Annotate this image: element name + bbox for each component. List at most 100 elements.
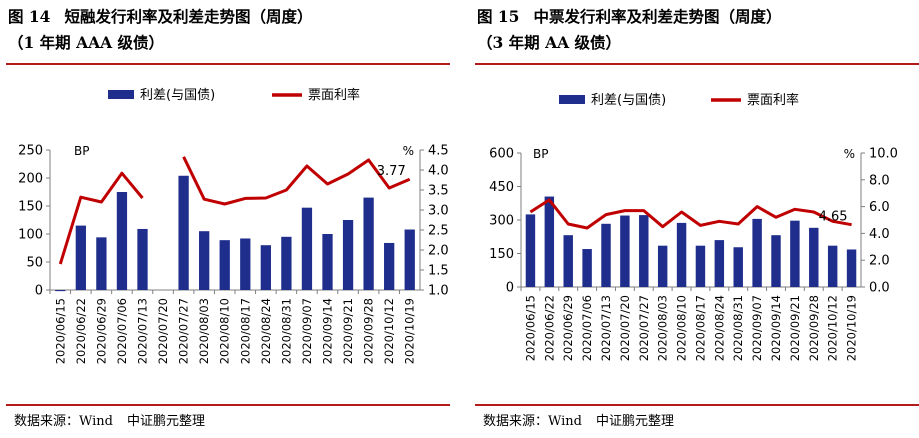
data-label: 4.65	[819, 210, 848, 225]
figure-title-text: 中票发行利率及利差走势图（周度）	[533, 7, 782, 26]
spread-bar	[771, 235, 781, 287]
x-tick-label: 2020/10/19	[845, 295, 859, 361]
right-tick-label: 3.5	[428, 184, 449, 199]
data-label: 3.77	[377, 164, 406, 179]
x-tick-label: 2020/09/14	[321, 298, 335, 364]
figure-number: 图 14	[8, 7, 51, 26]
figure-15-panel: 图 15 中票发行利率及利差走势图（周度） （3 年期 AA 级债） 利差(与国债…	[469, 0, 919, 438]
left-tick-label: 50	[26, 256, 43, 271]
chart-15: 利差(与国债) 票面利率 BP % 0 150 300 450 600 0.0 2.0 4.0 6.0 8…	[489, 92, 898, 361]
x-tick-label: 2020/06/22	[74, 298, 88, 364]
spread-bar	[525, 214, 536, 287]
spread-bar	[582, 249, 592, 287]
left-tick-label: 600	[489, 147, 514, 162]
spread-bar	[116, 192, 128, 290]
legend-label: 票面利率	[747, 92, 799, 108]
spread-bar	[544, 196, 555, 287]
x-tick-label: 2020/10/12	[382, 298, 396, 364]
coupon-rate-line	[58, 171, 144, 265]
spread-bar	[281, 236, 292, 290]
source-note: 数据来源：Wind 中证鹏元整理	[483, 412, 674, 432]
top-rule	[475, 63, 919, 65]
figure-title-text: 短融发行利率及利差走势图（周度）	[64, 7, 313, 26]
left-tick-label: 200	[18, 172, 43, 187]
spread-bar	[96, 237, 107, 290]
x-tick-label: 2020/08/31	[731, 295, 745, 361]
spread-bar	[809, 227, 819, 287]
right-tick-label: 2.0	[869, 254, 890, 269]
left-tick-label: 150	[18, 200, 43, 215]
x-tick-label: 2020/08/03	[197, 298, 211, 364]
x-tick-label: 2020/08/24	[712, 295, 726, 361]
right-axis-unit: %	[844, 147, 855, 161]
x-tick-label: 2020/07/13	[599, 295, 613, 361]
legend-label: 票面利率	[308, 87, 360, 103]
spread-bar	[137, 228, 148, 290]
x-tick-label: 2020/08/10	[218, 298, 232, 364]
legend-bar-swatch	[108, 90, 134, 99]
source-label: 数据来源：Wind	[483, 414, 582, 429]
top-rule	[6, 63, 450, 65]
bottom-rule	[475, 404, 919, 406]
x-tick-label: 2020/09/28	[362, 298, 376, 364]
right-tick-label: 8.0	[869, 173, 890, 188]
x-tick-label: 2020/10/12	[826, 295, 840, 361]
spread-bar	[563, 235, 573, 287]
right-tick-label: 4.5	[428, 144, 449, 159]
x-tick-label: 2020/09/14	[769, 295, 783, 361]
x-tick-label: 2020/07/13	[136, 298, 150, 364]
spread-bar	[260, 245, 271, 290]
left-tick-label: 250	[18, 144, 43, 159]
legend-bar-swatch	[559, 95, 585, 104]
right-tick-label: 2.5	[428, 224, 449, 239]
right-tick-label: 3.0	[428, 204, 449, 219]
right-tick-label: 2.0	[428, 244, 449, 259]
spread-bar	[714, 240, 725, 287]
x-tick-label: 2020/06/22	[542, 295, 556, 361]
left-tick-label: 0	[35, 284, 43, 299]
spread-bar	[342, 220, 354, 290]
chart-14: 利差(与国债) 票面利率 BP % 0 50 100 150 200 250 1.0 1.5 2.0 2.…	[18, 87, 449, 364]
right-tick-label: 6.0	[869, 200, 890, 215]
spread-bar	[695, 245, 706, 287]
figure-title: 图 15 中票发行利率及利差走势图（周度）	[477, 6, 781, 28]
x-tick-label: 2020/09/21	[788, 295, 802, 361]
figure-number: 图 15	[477, 7, 520, 26]
left-axis-unit: BP	[74, 144, 89, 158]
coupon-rate-line	[182, 156, 411, 206]
x-tick-label: 2020/06/15	[523, 295, 537, 361]
right-axis-unit: %	[403, 144, 414, 158]
left-tick-label: 100	[18, 228, 43, 243]
figure-14-panel: 图 14 短融发行利率及利差走势图（周度） （1 年期 AAA 级债） 利差(与国…	[0, 0, 450, 438]
spread-bar	[55, 290, 66, 292]
spread-bar	[363, 197, 374, 290]
spread-bar	[601, 223, 611, 287]
source-org: 中证鹏元整理	[127, 414, 206, 429]
spread-bar	[657, 245, 668, 287]
left-axis-unit: BP	[533, 147, 548, 161]
x-tick-label: 2020/09/07	[750, 295, 764, 361]
x-tick-label: 2020/07/20	[618, 295, 632, 361]
spread-bar	[404, 229, 415, 290]
spread-bar	[790, 220, 800, 287]
left-tick-label: 0	[506, 281, 514, 296]
source-label: 数据来源：Wind	[14, 414, 113, 429]
x-tick-label: 2020/07/06	[580, 295, 594, 361]
legend-label: 利差(与国债)	[591, 93, 666, 108]
x-tick-label: 2020/06/29	[94, 298, 108, 364]
spread-bar	[301, 207, 313, 290]
spread-bar	[178, 175, 189, 290]
x-tick-label: 2020/08/31	[279, 298, 293, 364]
x-tick-label: 2020/07/06	[115, 298, 129, 364]
spread-bar	[322, 234, 333, 290]
x-tick-label: 2020/09/07	[300, 298, 314, 364]
spread-bar	[219, 240, 230, 290]
right-tick-label: 10.0	[869, 147, 898, 162]
x-tick-label: 2020/08/17	[693, 295, 707, 361]
right-tick-label: 1.0	[428, 284, 449, 299]
x-tick-label: 2020/06/15	[53, 298, 67, 364]
figure-subtitle: （1 年期 AAA 级债）	[8, 33, 165, 52]
source-org: 中证鹏元整理	[596, 414, 675, 429]
spread-bar	[384, 242, 395, 290]
spread-bar	[846, 249, 857, 287]
